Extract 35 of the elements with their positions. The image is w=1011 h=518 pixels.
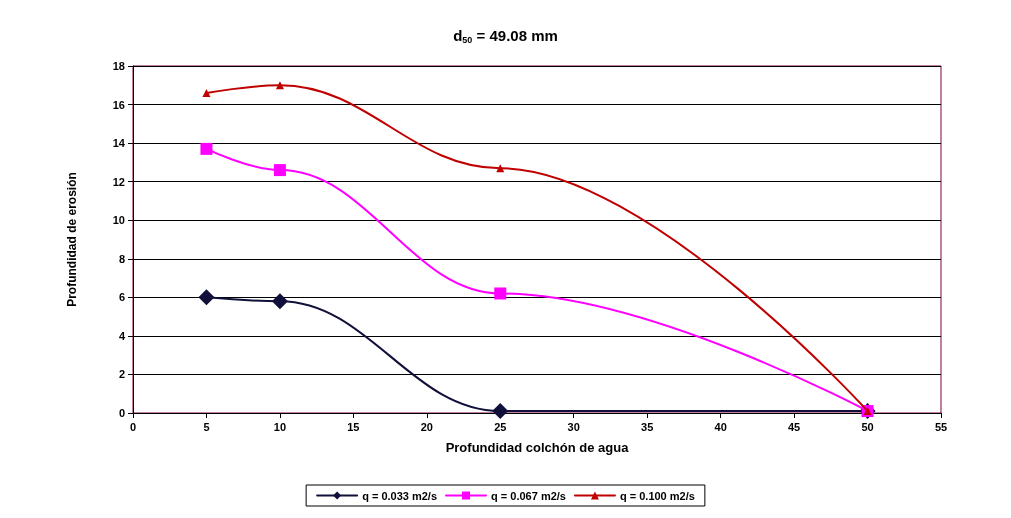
x-tick-label: 0 [129, 420, 137, 433]
x-tick-label: 55 [934, 420, 948, 433]
point [492, 403, 509, 420]
point [494, 287, 507, 300]
y-tick-label: 2 [118, 368, 125, 381]
y-tick-label: 0 [118, 407, 125, 419]
y-tick-label: 14 [112, 137, 126, 150]
point [200, 142, 213, 155]
point [198, 289, 215, 306]
legend-label: q = 0.033 m2/s [362, 489, 438, 502]
point [202, 88, 211, 97]
x-tick-label: 25 [494, 420, 507, 433]
y-tick-label: 8 [118, 252, 125, 265]
y-axis-title: Profundidad de erosión [65, 172, 79, 307]
x-tick-label: 35 [641, 420, 654, 433]
y-tick-label: 18 [112, 60, 125, 72]
x-tick-label: 50 [861, 420, 874, 433]
point [271, 293, 288, 310]
y-tick-label: 6 [118, 291, 125, 304]
y-tick-label: 16 [112, 98, 125, 111]
point [275, 81, 284, 90]
x-tick-label: 45 [787, 420, 801, 433]
legend-label: q = 0.067 m2/s [491, 489, 566, 502]
x-tick-label: 10 [273, 420, 287, 433]
point [273, 164, 286, 177]
x-tick-label: 40 [714, 420, 727, 433]
x-tick-label: 5 [203, 420, 210, 433]
y-tick-label: 10 [112, 214, 125, 227]
legend-label: q = 0.100 m2/s [619, 489, 695, 502]
y-tick-label: 12 [112, 175, 125, 188]
x-tick-label: 30 [567, 420, 580, 433]
x-tick-label: 15 [347, 420, 360, 433]
x-axis-title: Profundidad colchón de agua [445, 440, 630, 455]
x-tick-label: 20 [420, 420, 433, 433]
y-tick-label: 4 [118, 329, 126, 342]
